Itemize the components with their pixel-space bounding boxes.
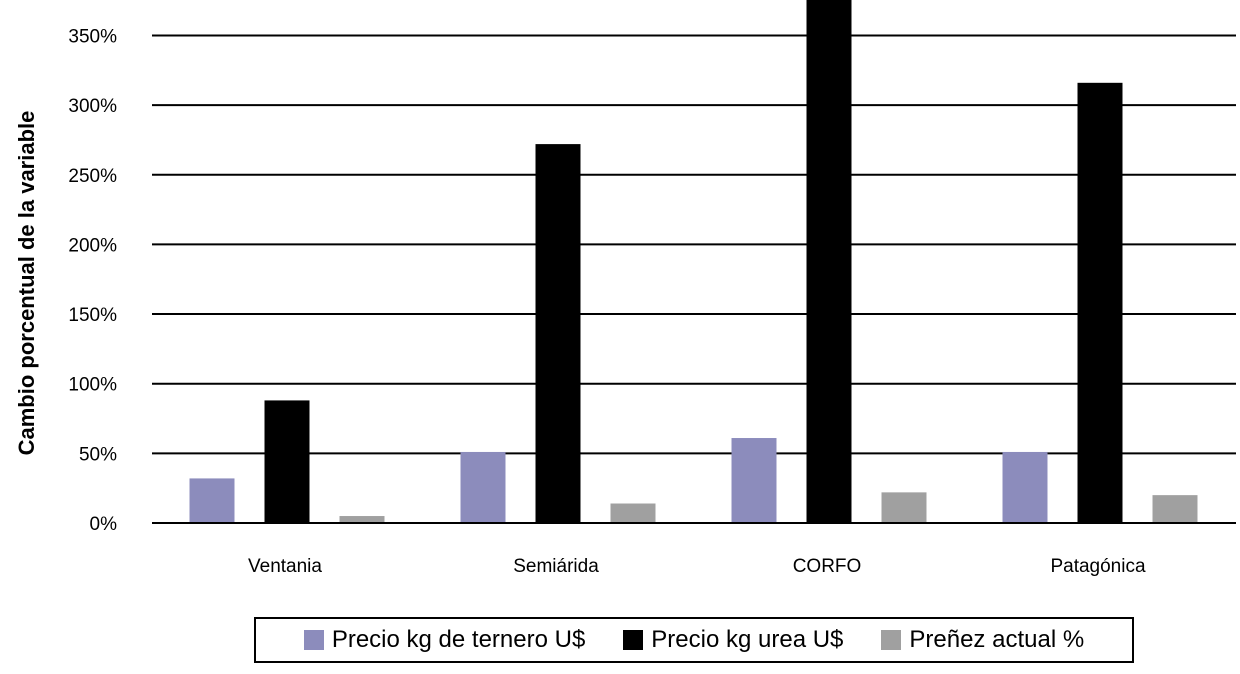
y-tick-label: 300% [68,96,117,117]
legend-item-ternero: Precio kg de ternero U$ [303,626,586,654]
x-category-label: Patagónica [1050,556,1146,577]
y-axis-label: Cambio porcentual de la variable [14,111,39,456]
legend-item-urea: Precio kg urea U$ [623,626,843,654]
legend-swatch-prenez [881,630,902,650]
bar-urea [1077,82,1123,523]
x-category-label: Ventania [248,556,322,577]
bar-urea [535,144,581,523]
legend-label-ternero: Precio kg de ternero U$ [331,626,586,653]
bar-ternero [189,478,235,523]
bar-ternero [1002,451,1048,523]
bar-prenez [881,492,927,523]
bar-urea [264,400,310,523]
bar-prenez [1152,495,1198,523]
legend-label-urea: Precio kg urea U$ [651,626,844,653]
bar-prenez [339,516,385,523]
bars [152,0,1236,524]
legend-label-prenez: Preñez actual % [909,626,1085,653]
y-tick-label: 250% [68,166,117,187]
legend: Precio kg de ternero U$ Precio kg urea U… [254,617,1134,663]
y-tick-label: 0% [90,514,118,535]
y-tick-label: 200% [68,235,117,256]
legend-swatch-urea [623,630,644,650]
x-category-label: Semiárida [513,556,599,577]
legend-item-prenez: Preñez actual % [881,626,1084,654]
gridlines [152,34,1236,524]
bar-ternero [731,438,777,523]
bar-prenez [610,503,656,523]
y-tick-label: 150% [68,305,117,326]
y-tick-label: 100% [68,375,117,396]
x-category-label: CORFO [793,556,862,577]
bar-ternero [460,451,506,523]
y-tick-label: 350% [68,26,117,47]
legend-swatch-ternero [303,630,324,650]
bar-urea [806,0,852,523]
y-tick-label: 50% [79,444,117,465]
x-axis-categories: Ventania Semiárida CORFO Patagónica [248,556,1146,577]
y-axis-ticks: 0% 50% 100% 150% 200% 250% 300% 350% [68,26,117,535]
